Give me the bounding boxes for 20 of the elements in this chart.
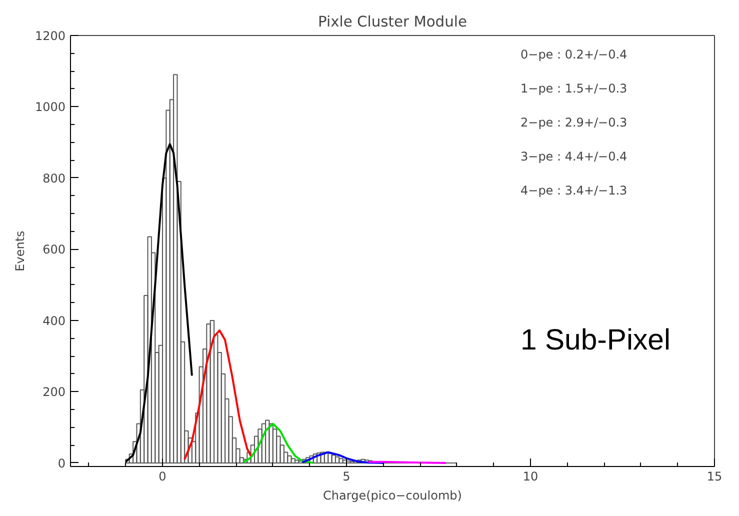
x-tick-label: 10 xyxy=(522,470,538,484)
y-tick-label: 1200 xyxy=(34,29,66,43)
y-tick-label: 800 xyxy=(42,171,66,186)
x-axis-title: Charge(pico−coulomb) xyxy=(323,488,462,502)
y-tick-label: 1000 xyxy=(34,100,66,114)
annotation: 3−pe : 4.4+/−0.4 xyxy=(520,150,628,164)
chart-title: Pixle Cluster Module xyxy=(318,14,467,30)
y-tick-label: 200 xyxy=(42,385,66,400)
y-tick-label: 0 xyxy=(58,456,66,470)
annotation: 0−pe : 0.2+/−0.4 xyxy=(520,48,628,62)
y-tick-label: 600 xyxy=(42,242,66,257)
annotation: 2−pe : 2.9+/−0.3 xyxy=(520,116,628,130)
annotation: 1−pe : 1.5+/−0.3 xyxy=(520,82,628,96)
x-tick-label: 15 xyxy=(706,470,722,484)
x-tick-label: 5 xyxy=(342,470,350,484)
y-axis-title: Events xyxy=(12,230,27,272)
x-tick-label: 0 xyxy=(158,470,166,484)
annotation: 1 Sub-Pixel xyxy=(520,324,670,356)
annotation: 4−pe : 3.4+/−1.3 xyxy=(520,184,628,198)
y-tick-label: 400 xyxy=(42,314,66,328)
